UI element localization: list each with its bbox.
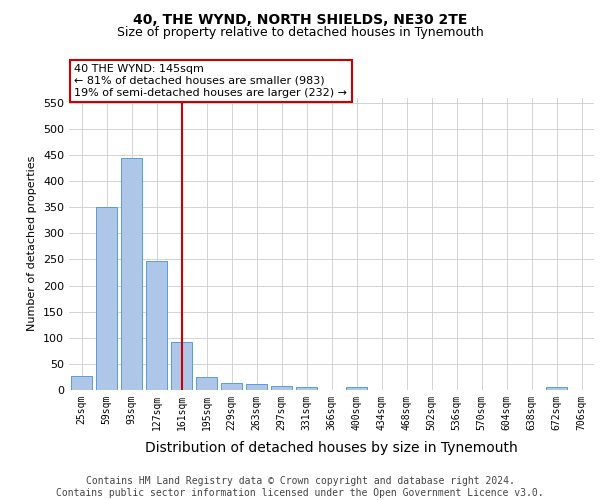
Text: 40, THE WYND, NORTH SHIELDS, NE30 2TE: 40, THE WYND, NORTH SHIELDS, NE30 2TE (133, 12, 467, 26)
Bar (246, 384, 267, 390)
Text: 40 THE WYND: 145sqm
← 81% of detached houses are smaller (983)
19% of semi-detac: 40 THE WYND: 145sqm ← 81% of detached ho… (74, 64, 347, 98)
Bar (196, 378, 217, 390)
Bar (296, 387, 317, 390)
Bar (96, 207, 117, 390)
Text: Size of property relative to detached houses in Tynemouth: Size of property relative to detached ho… (116, 26, 484, 39)
X-axis label: Distribution of detached houses by size in Tynemouth: Distribution of detached houses by size … (145, 441, 518, 455)
Bar (546, 388, 567, 390)
Bar (171, 342, 192, 390)
Bar (146, 261, 167, 390)
Bar (71, 376, 92, 390)
Y-axis label: Number of detached properties: Number of detached properties (28, 156, 37, 332)
Text: Contains HM Land Registry data © Crown copyright and database right 2024.
Contai: Contains HM Land Registry data © Crown c… (56, 476, 544, 498)
Bar (121, 158, 142, 390)
Bar (221, 383, 242, 390)
Bar (346, 388, 367, 390)
Bar (271, 386, 292, 390)
